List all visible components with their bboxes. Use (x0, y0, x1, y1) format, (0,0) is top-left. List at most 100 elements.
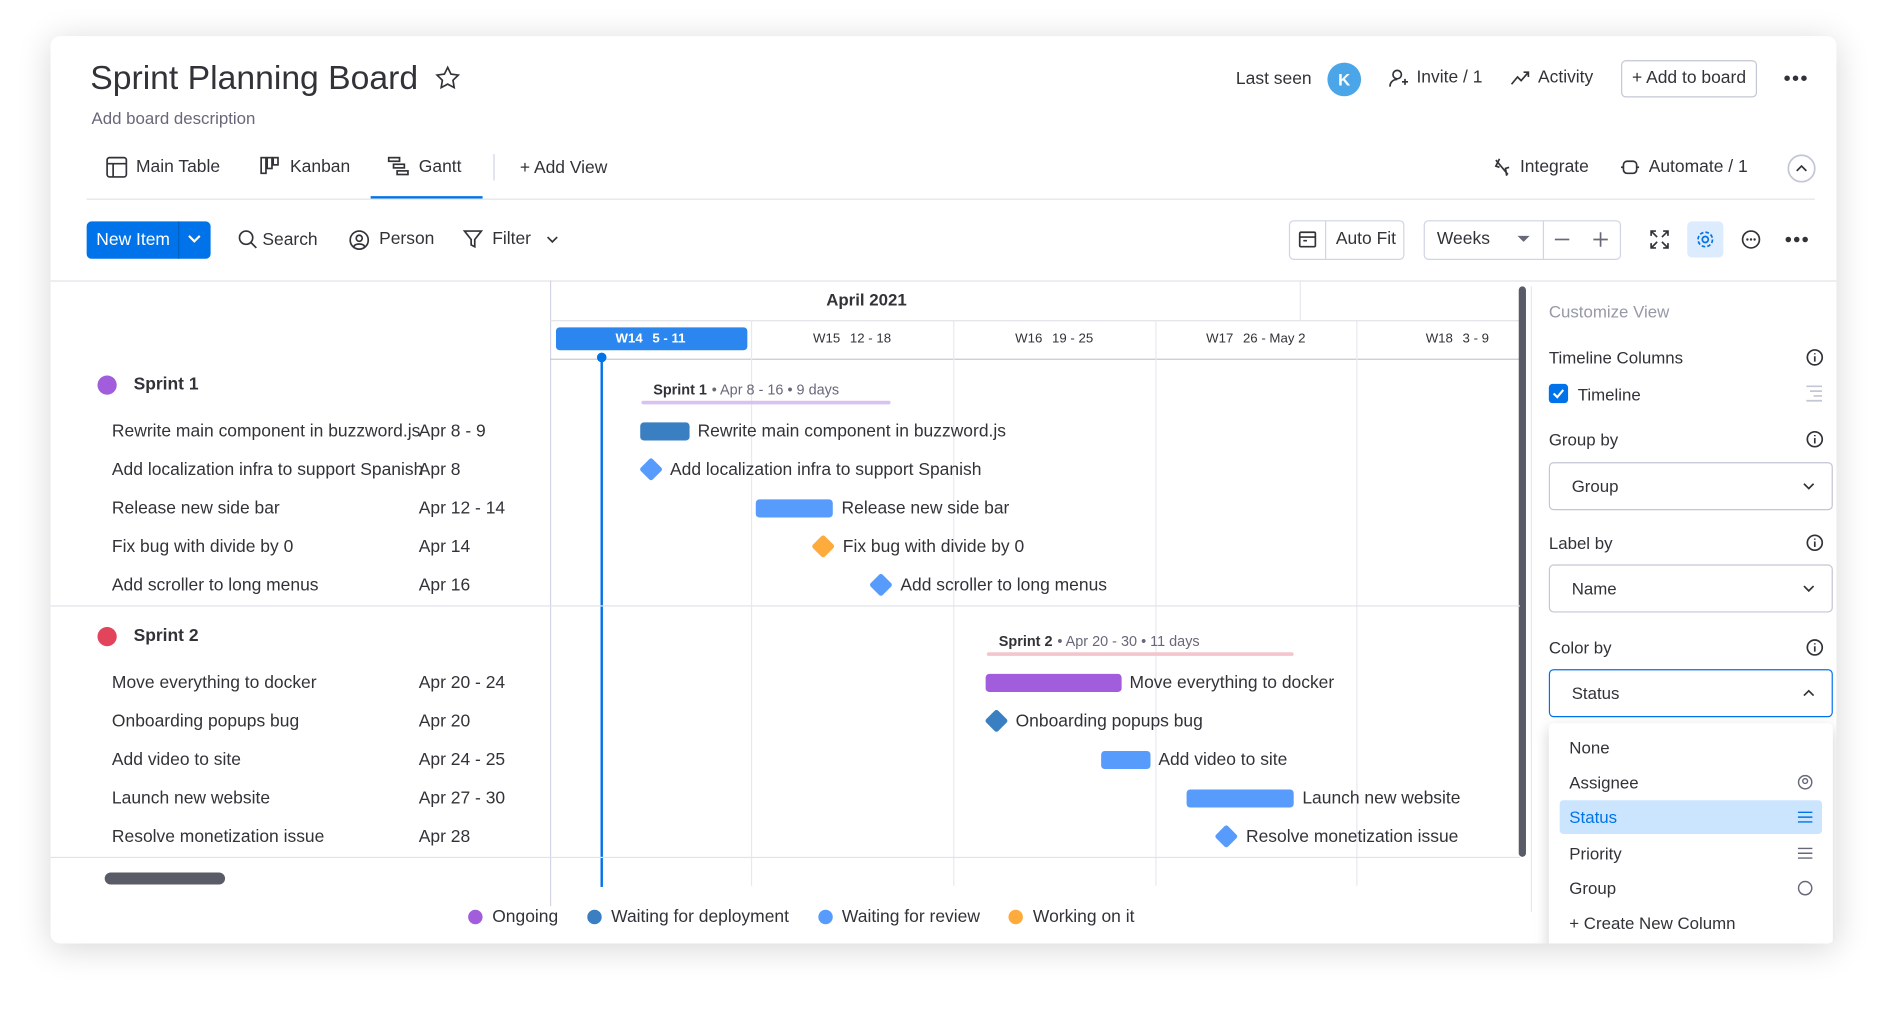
new-item-dropdown[interactable] (188, 235, 201, 243)
dropdown-option[interactable]: Assignee (1569, 772, 1639, 793)
item-name[interactable]: Add localization infra to support Spanis… (111, 460, 424, 480)
legend-dot (468, 909, 483, 925)
new-item-label[interactable]: New Item (96, 230, 170, 251)
legend-item[interactable]: Working on it (1008, 907, 1135, 927)
info-icon[interactable] (1806, 639, 1824, 657)
search-button[interactable]: Search (262, 230, 318, 251)
gantt-bar[interactable] (1100, 750, 1150, 769)
more-menu[interactable] (1783, 75, 1807, 82)
invite-button[interactable]: Invite / 1 (1416, 68, 1483, 88)
auto-fit-box[interactable] (1288, 220, 1405, 260)
invite-icon (1389, 69, 1409, 87)
gantt-bar[interactable] (985, 673, 1122, 692)
activity-button[interactable]: Activity (1537, 68, 1594, 88)
horizontal-scrollbar[interactable] (104, 872, 226, 885)
dropdown-option[interactable]: Priority (1569, 843, 1622, 863)
item-name[interactable]: Launch new website (111, 789, 271, 809)
label-by-select[interactable] (1548, 564, 1833, 613)
panel-border (1530, 286, 1532, 913)
dropdown-option[interactable]: Group (1569, 878, 1617, 898)
vertical-scrollbar[interactable] (1518, 286, 1526, 857)
add-view-button[interactable]: + Add View (519, 158, 608, 178)
info-icon[interactable] (1806, 430, 1824, 449)
milestone[interactable] (638, 457, 663, 482)
checkbox-label[interactable]: Timeline (1577, 385, 1641, 405)
auto-fit-button[interactable]: Auto Fit (1335, 229, 1396, 249)
group-name[interactable]: Sprint 2 (133, 626, 199, 646)
item-name[interactable]: Add scroller to long menus (111, 576, 319, 596)
add-to-board-button[interactable]: + Add to board (1621, 60, 1758, 98)
dropdown-option[interactable]: Status (1569, 807, 1618, 828)
select-value[interactable]: Status (1571, 683, 1620, 703)
milestone[interactable] (1214, 824, 1239, 849)
gantt-bar[interactable] (755, 499, 834, 518)
settings-button[interactable] (1696, 230, 1715, 249)
week-range: 12 - 18 (849, 331, 892, 346)
color-by-select[interactable] (1548, 669, 1833, 718)
item-name[interactable]: Onboarding popups bug (111, 712, 300, 732)
milestone[interactable] (869, 572, 894, 597)
new-item-button[interactable] (86, 221, 211, 259)
group-divider (50, 605, 1520, 607)
group-name[interactable]: Sprint 1 (133, 375, 199, 395)
checkbox[interactable] (1548, 383, 1569, 404)
legend-item[interactable]: Ongoing (468, 907, 558, 927)
item-name[interactable]: Add video to site (111, 750, 241, 770)
bar-label: Resolve monetization issue (1245, 827, 1459, 847)
zoom-in[interactable] (1593, 232, 1608, 247)
week-number: W15 (812, 331, 841, 346)
board-content: Sprint Planning Board Add board descript… (50, 36, 1837, 944)
more-menu[interactable] (1785, 236, 1809, 243)
week-label: W15 12 - 18 (812, 331, 892, 346)
week-label: W14 5 - 11 (615, 331, 685, 346)
summary-text: • Apr 20 - 30 • 11 days (1057, 633, 1200, 650)
scale-select[interactable]: Weeks (1436, 229, 1490, 249)
item-name[interactable]: Release new side bar (111, 499, 280, 519)
person-button[interactable]: Person (379, 229, 435, 249)
item-name[interactable]: Fix bug with divide by 0 (111, 537, 294, 557)
today-line (600, 357, 603, 887)
item-name[interactable]: Resolve monetization issue (111, 827, 325, 847)
view-tab-active[interactable]: Gantt (418, 157, 462, 177)
view-tab[interactable]: Main Table (135, 157, 221, 177)
create-column[interactable]: + Create New Column (1569, 913, 1736, 933)
integrate-button[interactable]: Integrate (1519, 157, 1589, 177)
star-icon[interactable] (434, 65, 461, 91)
grid-column (1356, 320, 1358, 886)
item-name[interactable]: Rewrite main component in buzzword.js (111, 422, 421, 442)
item-name[interactable]: Move everything to docker (111, 673, 317, 693)
option-highlight (1559, 800, 1823, 835)
gantt-bar[interactable] (1187, 789, 1294, 808)
section-label: Timeline Columns (1548, 347, 1684, 368)
group-dot (97, 375, 117, 395)
info-icon[interactable] (1806, 349, 1824, 367)
separator (493, 154, 495, 181)
automate-button[interactable]: Automate / 1 (1648, 157, 1748, 177)
dropdown-option[interactable]: None (1569, 737, 1610, 757)
gantt-bar[interactable] (639, 422, 690, 441)
avatar[interactable]: K (1327, 62, 1362, 97)
month-divider (1299, 281, 1301, 321)
legend-item[interactable]: Waiting for review (817, 907, 980, 927)
view-tab[interactable]: Kanban (290, 157, 351, 177)
fullscreen-button[interactable] (1650, 230, 1669, 249)
scale-dropdown[interactable] (1517, 235, 1530, 243)
option-icon (1797, 812, 1813, 824)
group-by-select[interactable] (1548, 462, 1833, 511)
zoom-out[interactable] (1554, 238, 1570, 241)
select-value[interactable]: Group (1571, 476, 1619, 496)
chat-button[interactable] (1741, 230, 1761, 249)
legend-label: Working on it (1032, 907, 1135, 927)
grid-column (953, 320, 955, 886)
select-value[interactable]: Name (1571, 578, 1617, 599)
filter-dropdown[interactable] (546, 236, 558, 244)
legend-item[interactable]: Waiting for deployment (587, 907, 789, 927)
board-description[interactable]: Add board description (91, 108, 256, 128)
milestone[interactable] (811, 534, 836, 559)
filter-button[interactable]: Filter (492, 229, 531, 249)
summary-name: Sprint 2 (998, 633, 1053, 650)
week-number: W14 (615, 331, 643, 346)
milestone[interactable] (984, 708, 1009, 733)
collapse-button[interactable] (1787, 154, 1816, 183)
info-icon[interactable] (1806, 534, 1824, 552)
